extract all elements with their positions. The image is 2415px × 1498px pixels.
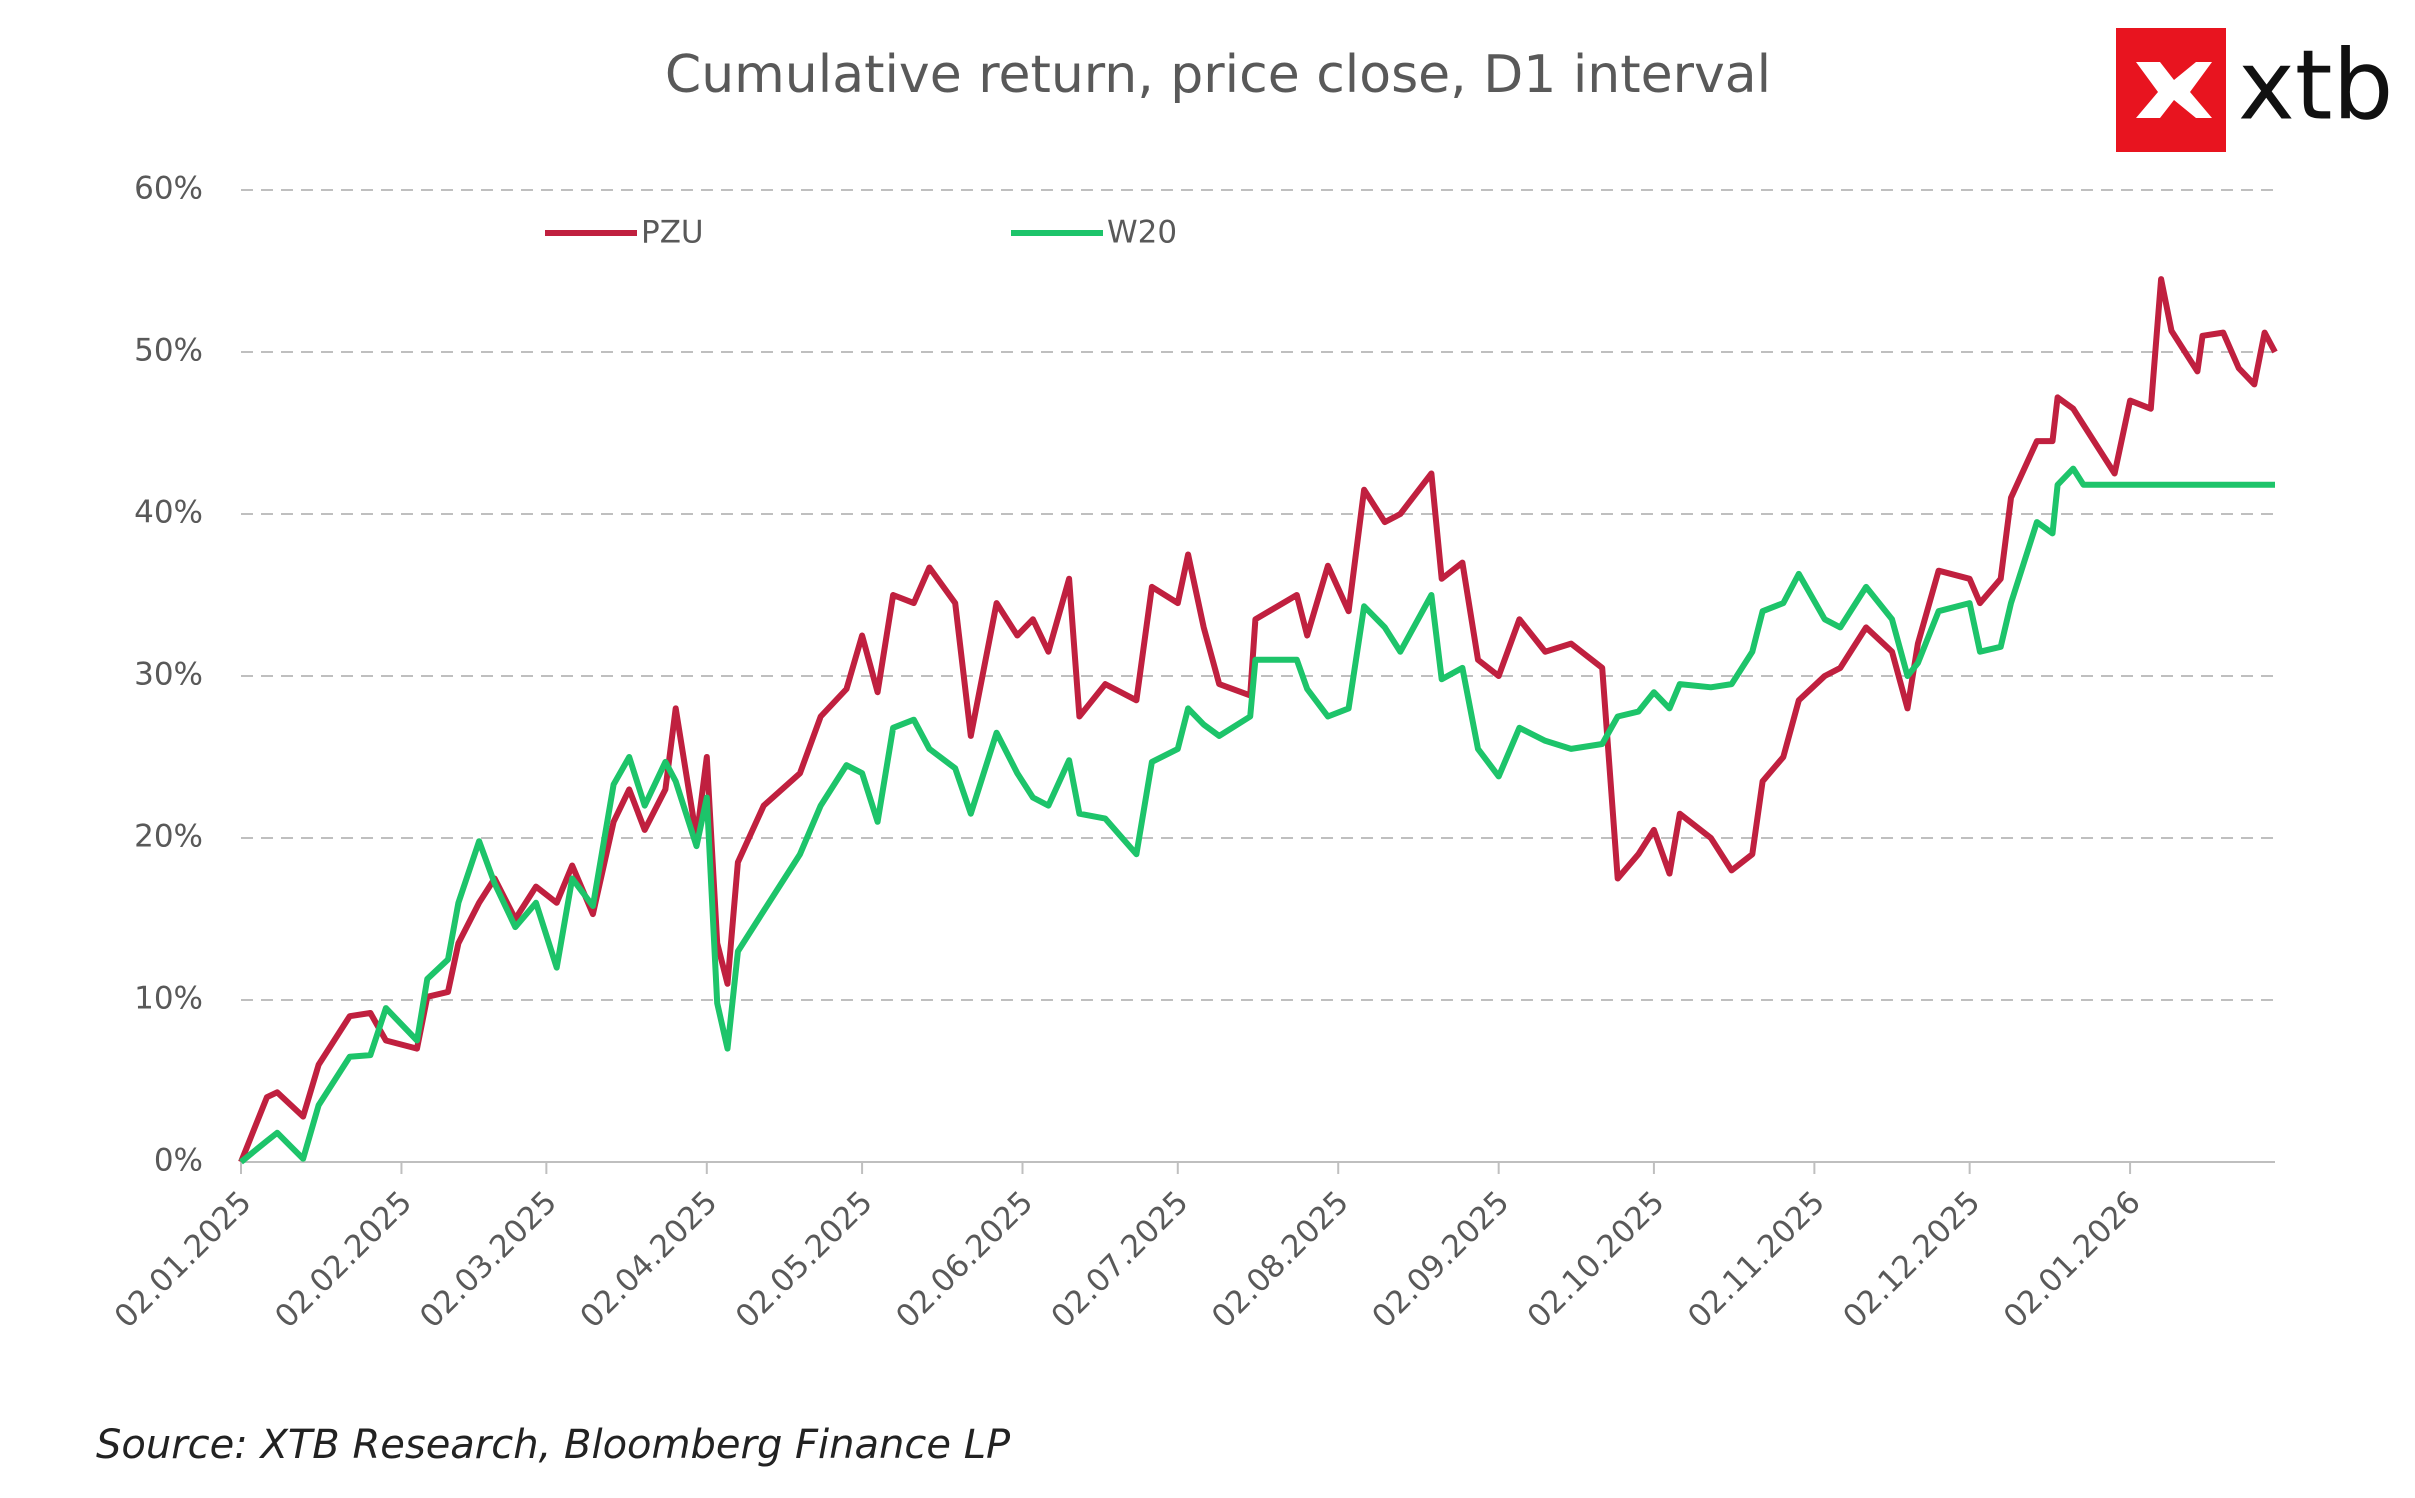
logo-mark xyxy=(2136,62,2212,118)
y-tick-label: 50% xyxy=(134,333,203,369)
y-tick-label: 20% xyxy=(134,819,203,855)
y-tick-label: 40% xyxy=(134,495,203,531)
y-tick-label: 10% xyxy=(134,981,203,1017)
y-tick-label: 0% xyxy=(154,1143,203,1179)
logo-text: xtb xyxy=(2238,29,2393,141)
legend-label: PZU xyxy=(641,215,704,251)
chart-title: Cumulative return, price close, D1 inter… xyxy=(665,45,1771,105)
legend-label: W20 xyxy=(1107,215,1177,251)
y-tick-label: 60% xyxy=(134,171,203,207)
y-tick-label: 30% xyxy=(134,657,203,693)
series-line xyxy=(239,465,2275,1165)
source-note: Source: XTB Research, Bloomberg Finance … xyxy=(96,1422,1011,1468)
